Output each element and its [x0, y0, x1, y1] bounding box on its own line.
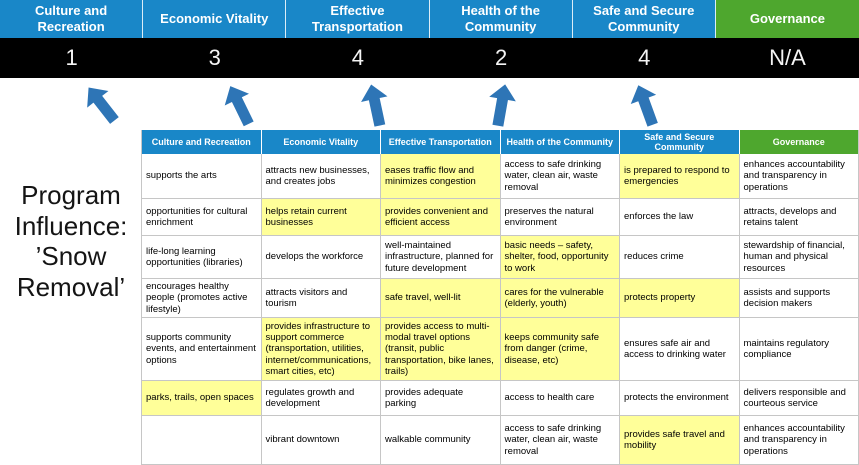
table-cell: access to health care [500, 381, 620, 417]
up-arrow-culture [87, 87, 119, 124]
table-cell: reduces crime [620, 236, 740, 279]
table-cell-highlighted: provides infrastructure to support comme… [261, 318, 381, 382]
table-cell: attracts, develops and retains talent [739, 199, 859, 236]
table-cell-highlighted: safe travel, well-lit [381, 279, 501, 319]
table-cell: attracts visitors and tourism [261, 279, 381, 319]
table-cell-highlighted: provides safe travel and mobility [620, 416, 740, 465]
table-cell: develops the workforce [261, 236, 381, 279]
priority-matrix-table: Culture and Recreation Economic Vitality E… [141, 130, 859, 465]
title-line: Program [21, 180, 121, 210]
table-cell: regulates growth and development [261, 381, 381, 417]
table-cell-highlighted: keeps community safe from danger (crime,… [500, 318, 620, 382]
table-cell: vibrant downtown [261, 416, 381, 465]
title-line: Influence: [14, 210, 128, 241]
table-cell: walkable community [381, 416, 501, 465]
priority-header-health-of-the-community: Health of the Community [429, 0, 573, 38]
title-line: Removal’ [16, 272, 126, 303]
table-cell [142, 416, 262, 465]
table-cell: supports community events, and entertain… [142, 318, 262, 382]
score-economic-vitality: 3 [208, 45, 221, 70]
table-cell: stewardship of financial, human and phys… [739, 236, 859, 279]
table-header-culture-and-recreation: Culture and Recreation [142, 130, 262, 154]
table-cell: encourages healthy people (promotes acti… [142, 279, 262, 319]
table-row: opportunities for cultural enrichment hel… [142, 199, 859, 236]
table-cell: opportunities for cultural enrichment [142, 199, 262, 236]
matrix-body: supports the arts attracts new businesses… [142, 154, 859, 465]
score-culture-and-recreation: 1 [65, 45, 78, 70]
table-cell: well-maintained infrastructure, planned … [381, 236, 501, 279]
table-cell: enhances accountability and transparency… [739, 154, 859, 199]
up-arrow-transportation [361, 84, 388, 127]
table-cell-highlighted: protects property [620, 279, 740, 319]
table-cell: access to safe drinking water, clean air… [500, 416, 620, 465]
table-cell-highlighted: basic needs – safety, shelter, food, opp… [500, 236, 620, 279]
matrix-header-row: Culture and Recreation Economic Vitality E… [142, 130, 859, 154]
table-cell: attracts new businesses, and creates job… [261, 154, 381, 199]
table-header-safe-and-secure-community: Safe and Secure Community [620, 130, 740, 154]
table-header-effective-transportation: Effective Transportation [381, 130, 501, 154]
table-cell: enhances accountability and transparency… [739, 416, 859, 465]
table-row: vibrant downtown walkable community access… [142, 416, 859, 465]
table-cell-highlighted: helps retain current businesses [261, 199, 381, 236]
table-cell: enforces the law [620, 199, 740, 236]
score-row: 1 3 4 2 4 N/A [0, 38, 859, 78]
table-cell: protects the environment [620, 381, 740, 417]
table-cell-highlighted: eases traffic flow and minimizes congest… [381, 154, 501, 199]
program-influence-title: Program Influence: ’Snow Removal’ [2, 180, 140, 303]
title-line: ’Snow [35, 241, 107, 272]
priority-header-safe-and-secure-community: Safe and Secure Community [572, 0, 716, 38]
table-cell-highlighted: provides access to multi-modal travel op… [381, 318, 501, 382]
table-cell-highlighted: is prepared to respond to emergencies [620, 154, 740, 199]
table-cell: delivers responsible and courteous servi… [739, 381, 859, 417]
priority-header-effective-transportation: Effective Transportation [286, 0, 430, 38]
table-cell: provides adequate parking [381, 381, 501, 417]
table-cell: assists and supports decision makers [739, 279, 859, 319]
table-cell: supports the arts [142, 154, 262, 199]
score-health-of-the-community: 2 [494, 45, 508, 70]
score-governance: N/A [769, 45, 806, 70]
priority-header-governance: Governance [715, 0, 859, 38]
table-header-economic-vitality: Economic Vitality [261, 130, 381, 154]
table-row: supports community events, and entertain… [142, 318, 859, 382]
priority-header-culture-and-recreation: Culture and Recreation [0, 0, 144, 38]
table-row: supports the arts attracts new businesses… [142, 154, 859, 199]
score-effective-transportation: 4 [351, 45, 365, 70]
table-cell-highlighted: provides convenient and efficient access [381, 199, 501, 236]
table-row: encourages healthy people (promotes acti… [142, 279, 859, 319]
table-cell: ensures safe air and access to drinking … [620, 318, 740, 382]
priority-header-economic-vitality: Economic Vitality [143, 0, 287, 38]
up-arrow-safe [630, 85, 658, 127]
table-row: life-long learning opportunities (librar… [142, 236, 859, 279]
table-cell: access to safe drinking water, clean air… [500, 154, 620, 199]
table-row: parks, trails, open spaces regulates grow… [142, 381, 859, 417]
priority-header-row: Culture and Recreation Economic Vitality E… [0, 0, 859, 38]
up-arrow-health [489, 84, 516, 127]
table-cell: preserves the natural environment [500, 199, 620, 236]
table-cell: maintains regulatory compliance [739, 318, 859, 382]
table-header-governance: Governance [739, 130, 859, 154]
score-safe-and-secure-community: 4 [638, 45, 651, 70]
up-arrow-economic [224, 86, 254, 127]
table-cell-highlighted: cares for the vulnerable (elderly, youth… [500, 279, 620, 319]
table-header-health-of-the-community: Health of the Community [500, 130, 620, 154]
table-cell: life-long learning opportunities (librar… [142, 236, 262, 279]
table-cell-highlighted: parks, trails, open spaces [142, 381, 262, 417]
